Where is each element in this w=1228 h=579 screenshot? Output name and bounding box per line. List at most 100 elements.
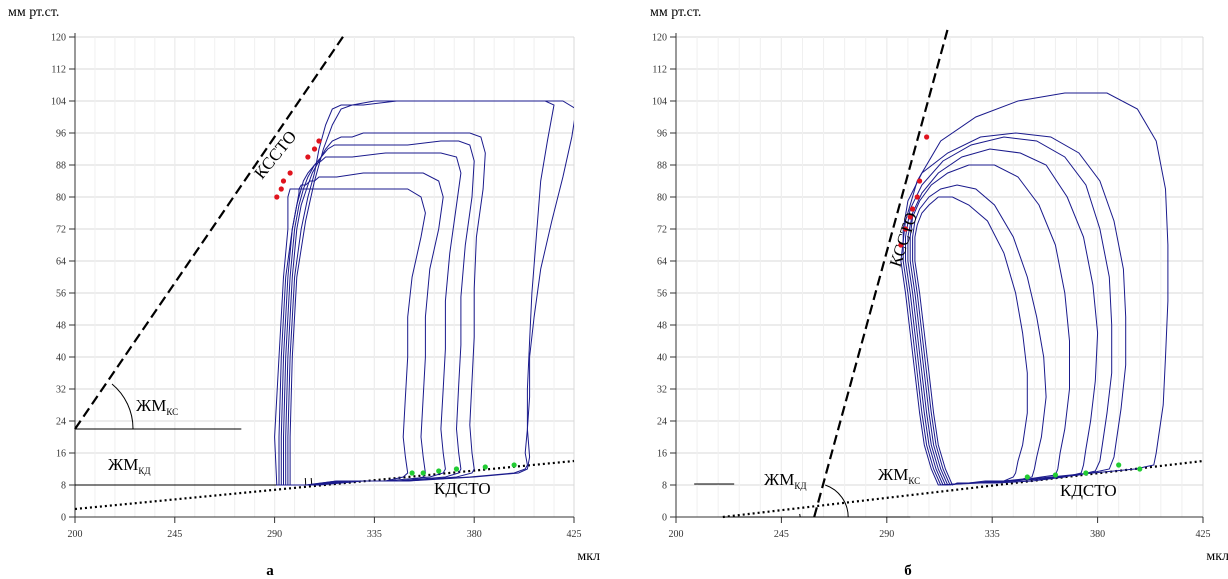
edp-point [482,464,488,470]
y-tick-label: 88 [657,161,667,172]
edp-point [1024,474,1030,480]
y-tick-label: 24 [56,417,66,428]
y-tick-label: 112 [51,65,66,76]
panel-label: б [904,563,912,579]
y-tick-label: 104 [51,97,66,108]
y-tick-label: 64 [56,257,66,268]
edp-point [1137,466,1143,472]
y-tick-label: 56 [657,289,667,300]
esp-line [813,28,949,518]
pv-loop [914,196,1028,486]
esp-angle-arc [111,383,134,430]
pv-loop [289,100,574,486]
edp-angle-label: ЖМКД [108,455,151,476]
panel-label: а [266,563,274,579]
edp-point [436,468,442,474]
esp-line-label: КССТО [250,127,300,183]
x-tick-label: 425 [1196,529,1211,540]
pv-loop [274,188,426,486]
esp-line [74,32,347,430]
edp-angle-main: ЖМ [764,470,794,489]
edp-point [420,470,426,476]
x-tick-label: 335 [367,529,382,540]
pv-loop [905,136,1113,486]
y-tick-label: 40 [657,353,667,364]
esp-point [914,194,920,200]
x-axis-label: мкл [577,549,600,564]
y-tick-label: 80 [56,193,66,204]
y-tick-label: 72 [657,225,667,236]
esp-angle-label: ЖМКС [136,396,178,417]
edp-line-label: КДСТО [434,479,491,498]
pv-loop [283,140,475,486]
x-tick-label: 335 [985,529,1000,540]
x-axis-label: мкл [1206,549,1228,564]
y-tick-label: 16 [56,449,66,460]
y-tick-label: 0 [61,513,66,524]
x-tick-label: 380 [467,529,482,540]
x-tick-label: 245 [774,529,789,540]
esp-point [898,242,904,248]
y-tick-label: 32 [657,385,667,396]
y-tick-label: 88 [56,161,66,172]
esp-point [316,138,322,144]
y-tick-label: 104 [652,97,667,108]
y-tick-label: 24 [657,417,667,428]
chart-panel-b: 0 8 16 24 32 40 48 56 64 72 80 88 96 104 112 120 200 245 2… [650,5,1228,579]
edp-point [1052,472,1059,478]
esp-angle-sub: КС [908,476,920,486]
x-tick-label: 245 [167,529,182,540]
y-tick-label: 120 [652,33,667,44]
y-tick-label: 80 [657,193,667,204]
esp-point [924,134,930,140]
esp-angle-main: ЖМ [136,396,166,415]
pv-loop [912,184,1047,486]
y-tick-label: 112 [652,65,667,76]
y-tick-label: 0 [662,513,667,524]
pv-loop [900,92,1169,486]
esp-point [305,154,311,160]
chart-panel-a: 0 8 16 24 32 40 48 56 64 72 80 88 96 104 112 120 200 245 2… [8,5,600,579]
esp-point [278,186,284,192]
edp-line [722,459,1204,519]
esp-point [280,178,287,184]
y-tick-label: 8 [662,481,667,492]
y-tick-label: 56 [56,289,66,300]
y-tick-label: 8 [61,481,66,492]
y-tick-label: 96 [657,129,667,140]
x-tick-label: 200 [669,529,684,540]
edp-angle-sub: КД [138,466,150,476]
esp-angle-sub: КС [166,407,178,417]
y-tick-label: 32 [56,385,66,396]
esp-angle-arc [825,484,849,518]
edp-point [453,466,460,472]
x-tick-label: 425 [567,529,582,540]
y-tick-label: 48 [56,321,66,332]
edp-angle-main: ЖМ [108,455,138,474]
y-tick-label: 64 [657,257,667,268]
esp-point [274,194,280,200]
edp-point [1116,462,1122,468]
pv-loops [274,100,574,486]
y-tick-label: 72 [56,225,66,236]
y-axis-label: мм рт.ст. [650,5,701,20]
edp-point [511,462,517,468]
pv-loops [900,92,1169,486]
y-tick-label: 40 [56,353,66,364]
y-axis-label: мм рт.ст. [8,5,59,20]
y-tick-label: 96 [56,129,66,140]
esp-point [902,226,909,232]
esp-angle-main: ЖМ [878,465,908,484]
esp-point [909,206,916,212]
edp-line-label: КДСТО [1060,481,1117,500]
pv-loop [907,148,1099,486]
edp-angle-arc [799,513,801,518]
edp-angle-sub: КД [794,481,806,491]
edp-angle-label: ЖМКД [764,470,807,491]
y-tick-label: 16 [657,449,667,460]
pv-loop [285,132,486,486]
x-tick-label: 380 [1090,529,1105,540]
y-tick-label: 48 [657,321,667,332]
esp-point [311,146,318,152]
